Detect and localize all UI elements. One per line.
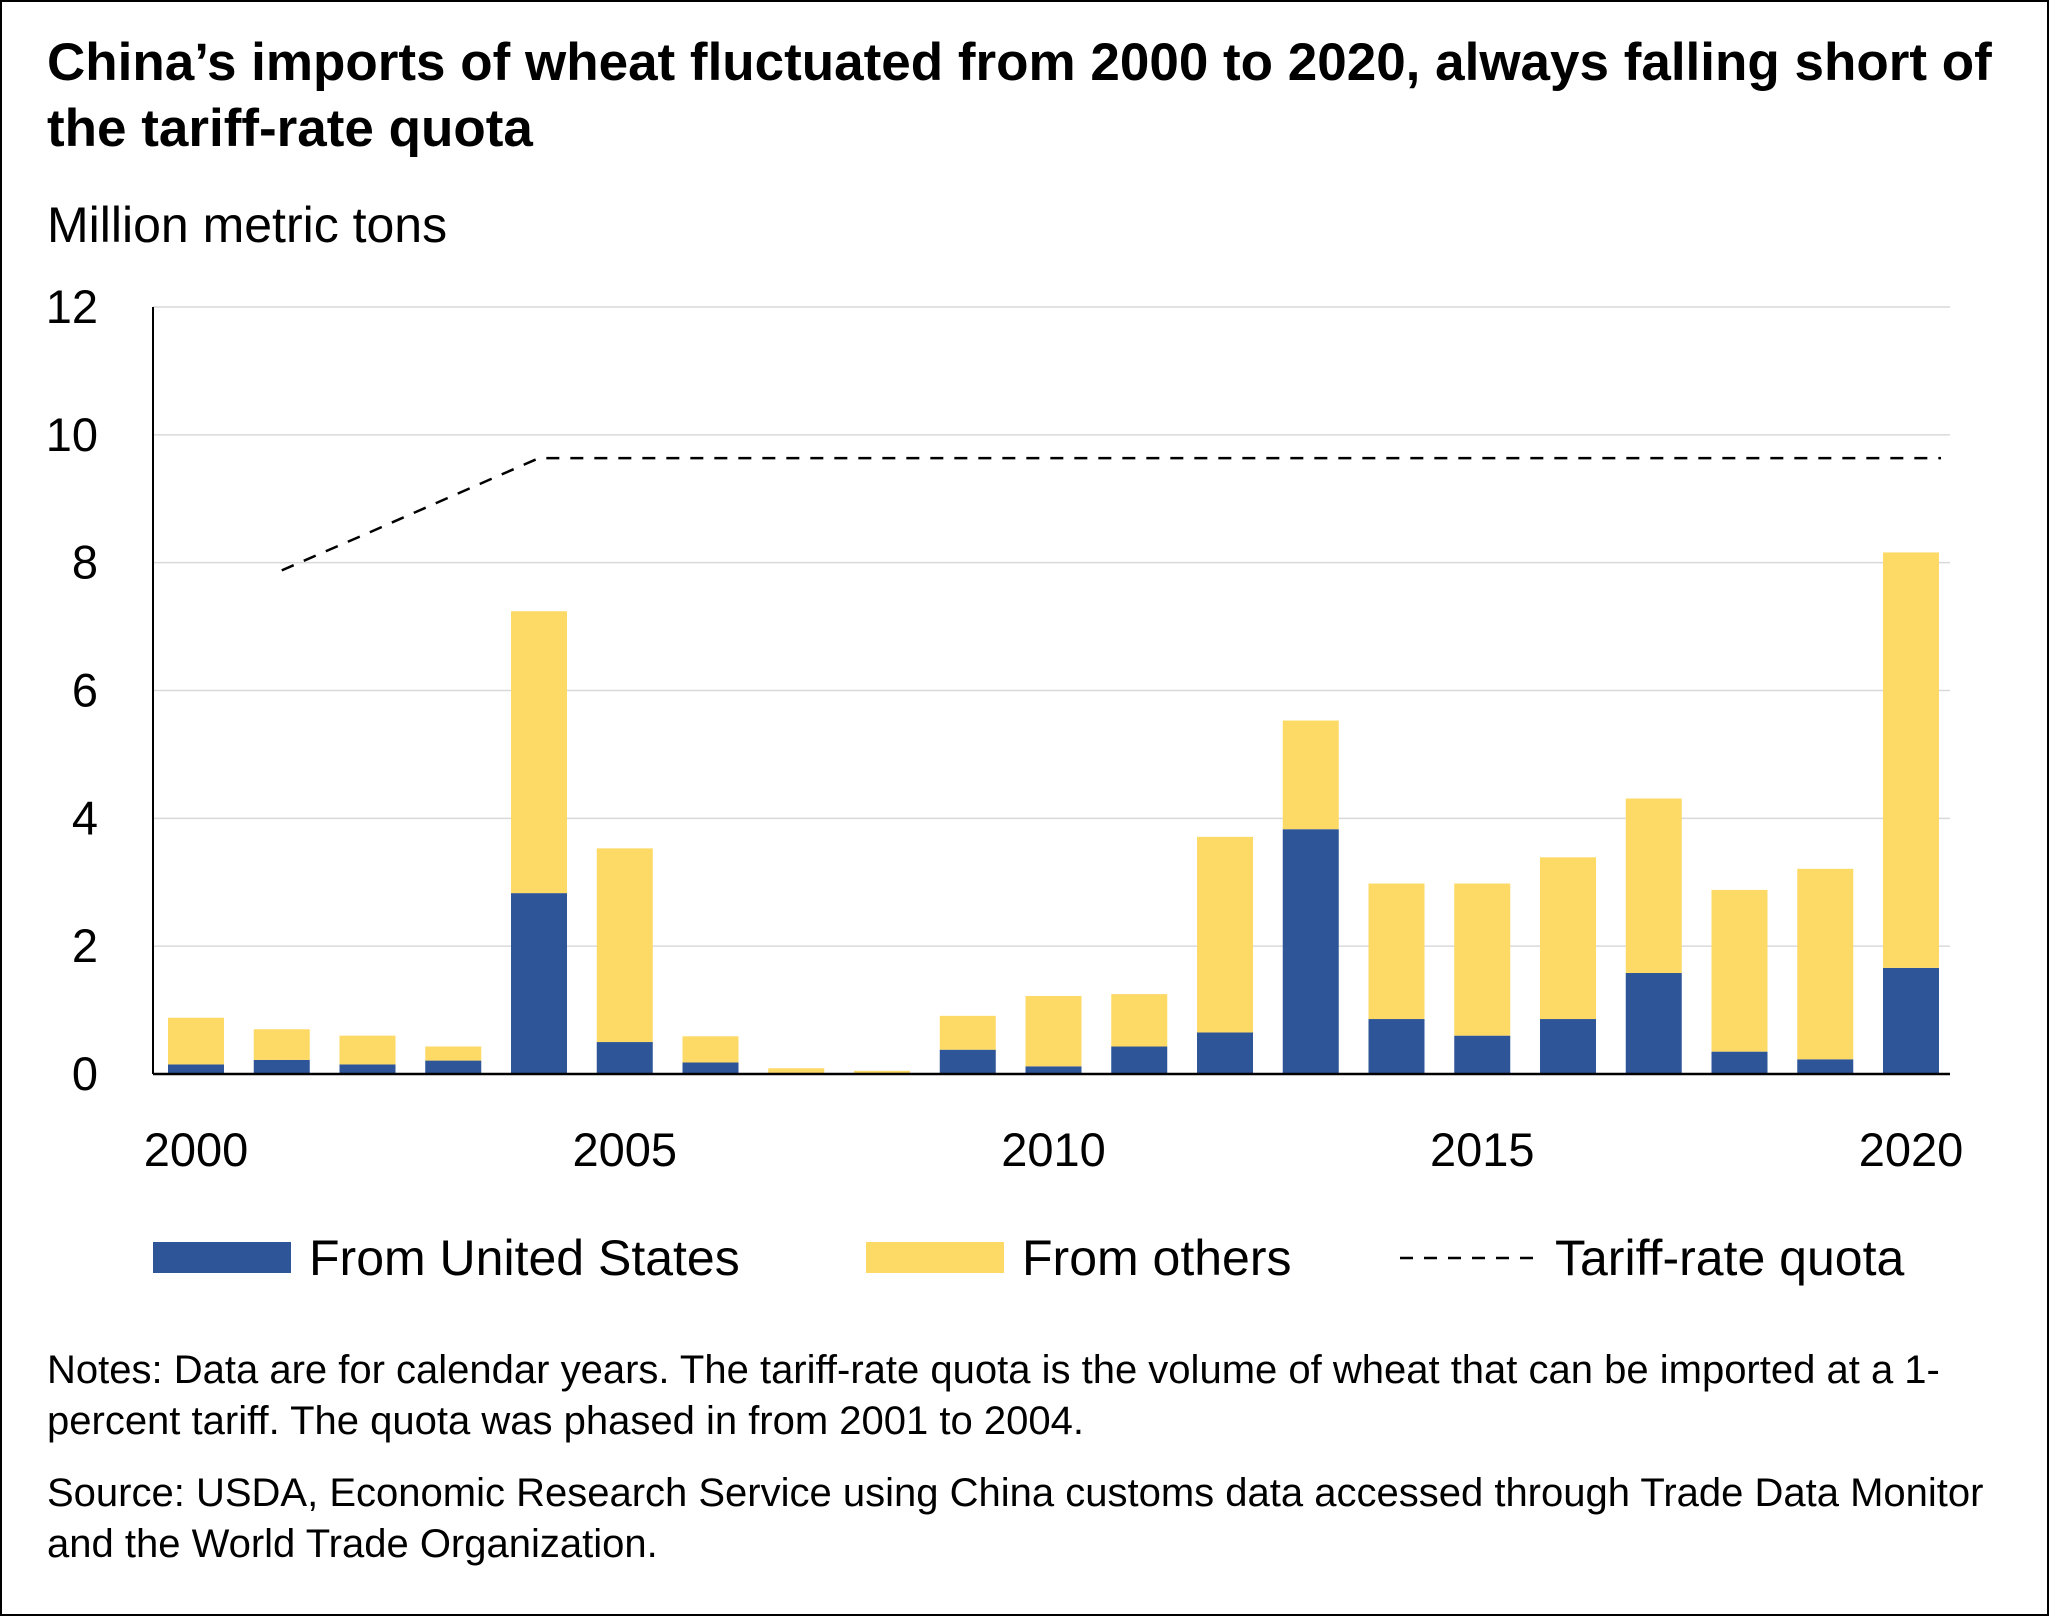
y-tick-label-12: 12	[46, 280, 98, 333]
bar-us-2004	[511, 893, 567, 1074]
x-tick-label-2020: 2020	[1859, 1123, 1964, 1176]
bar-us-2014	[1368, 1019, 1425, 1074]
y-tick-labels: 0 2 4 6 8 10 12	[46, 280, 98, 1100]
y-tick-label-2: 2	[72, 919, 98, 972]
bar-others-2010	[1025, 996, 1082, 1067]
legend-label-others: From others	[1022, 1230, 1292, 1286]
bar-others-2009	[939, 1015, 996, 1050]
bar-others-2008	[854, 1070, 910, 1074]
legend-swatch-others	[866, 1242, 1004, 1273]
bar-us-2016	[1540, 1019, 1596, 1074]
bar-others-2007	[768, 1068, 825, 1074]
y-tick-label-4: 4	[72, 791, 98, 844]
bar-others-2004	[511, 611, 567, 894]
y-tick-label-0: 0	[72, 1047, 98, 1100]
bar-us-2005	[596, 1042, 653, 1074]
bar-others-2011	[1111, 994, 1168, 1047]
bar-others-2020	[1883, 552, 1939, 968]
bar-others-2002	[339, 1035, 396, 1065]
x-tick-label-2010: 2010	[1001, 1123, 1106, 1176]
bar-others-2005	[596, 848, 653, 1043]
bar-us-2009	[939, 1049, 996, 1074]
bar-us-2017	[1625, 973, 1682, 1074]
bar-us-2006	[682, 1062, 739, 1074]
y-tick-label-6: 6	[72, 664, 98, 717]
bar-us-2002	[339, 1064, 396, 1074]
tariff-rate-quota-line	[281, 456, 1941, 572]
bar-others-2003	[425, 1046, 482, 1061]
bar-others-2018	[1711, 889, 1768, 1052]
bar-others-2000	[168, 1017, 224, 1065]
legend: From United States From others Tariff-rate…	[153, 1230, 1904, 1286]
bar-others-2019	[1797, 868, 1854, 1060]
legend-swatch-us	[153, 1242, 291, 1273]
bar-us-2010	[1025, 1066, 1082, 1074]
bar-us-2020	[1883, 967, 1939, 1074]
bar-us-2003	[425, 1060, 482, 1074]
bars	[168, 552, 1939, 1074]
bar-us-2000	[168, 1064, 224, 1074]
bar-others-2012	[1197, 836, 1253, 1033]
legend-label-quota: Tariff-rate quota	[1555, 1230, 1904, 1286]
quota-line	[281, 456, 1941, 572]
bar-us-2015	[1454, 1035, 1511, 1074]
chart-notes: Notes: Data are for calendar years. The …	[47, 1348, 1940, 1443]
bar-others-2014	[1368, 883, 1425, 1020]
chart-source: Source: USDA, Economic Research Service …	[47, 1471, 1984, 1566]
bar-us-2018	[1711, 1051, 1768, 1074]
bar-others-2016	[1540, 857, 1596, 1020]
chart-title: China’s imports of wheat fluctuated from…	[47, 33, 1992, 158]
bar-others-2001	[253, 1029, 310, 1060]
y-tick-label-8: 8	[72, 536, 98, 589]
y-axis-unit-label: Million metric tons	[47, 197, 448, 253]
axes	[152, 307, 1950, 1076]
y-tick-label-10: 10	[46, 408, 98, 461]
bar-others-2013	[1282, 720, 1339, 830]
x-tick-label-2005: 2005	[572, 1123, 677, 1176]
bar-us-2001	[253, 1059, 310, 1074]
bar-us-2013	[1282, 829, 1339, 1074]
bar-us-2012	[1197, 1032, 1253, 1074]
bar-others-2015	[1454, 883, 1511, 1036]
x-tick-labels: 2000 2005 2010 2015 2020	[144, 1123, 1964, 1176]
x-tick-label-2000: 2000	[144, 1123, 249, 1176]
legend-label-us: From United States	[309, 1230, 740, 1286]
x-tick-label-2015: 2015	[1430, 1123, 1535, 1176]
bar-us-2011	[1111, 1046, 1168, 1074]
gridlines	[153, 306, 1950, 947]
bar-others-2006	[682, 1036, 739, 1063]
bar-others-2017	[1625, 798, 1682, 974]
bar-us-2019	[1797, 1059, 1854, 1074]
